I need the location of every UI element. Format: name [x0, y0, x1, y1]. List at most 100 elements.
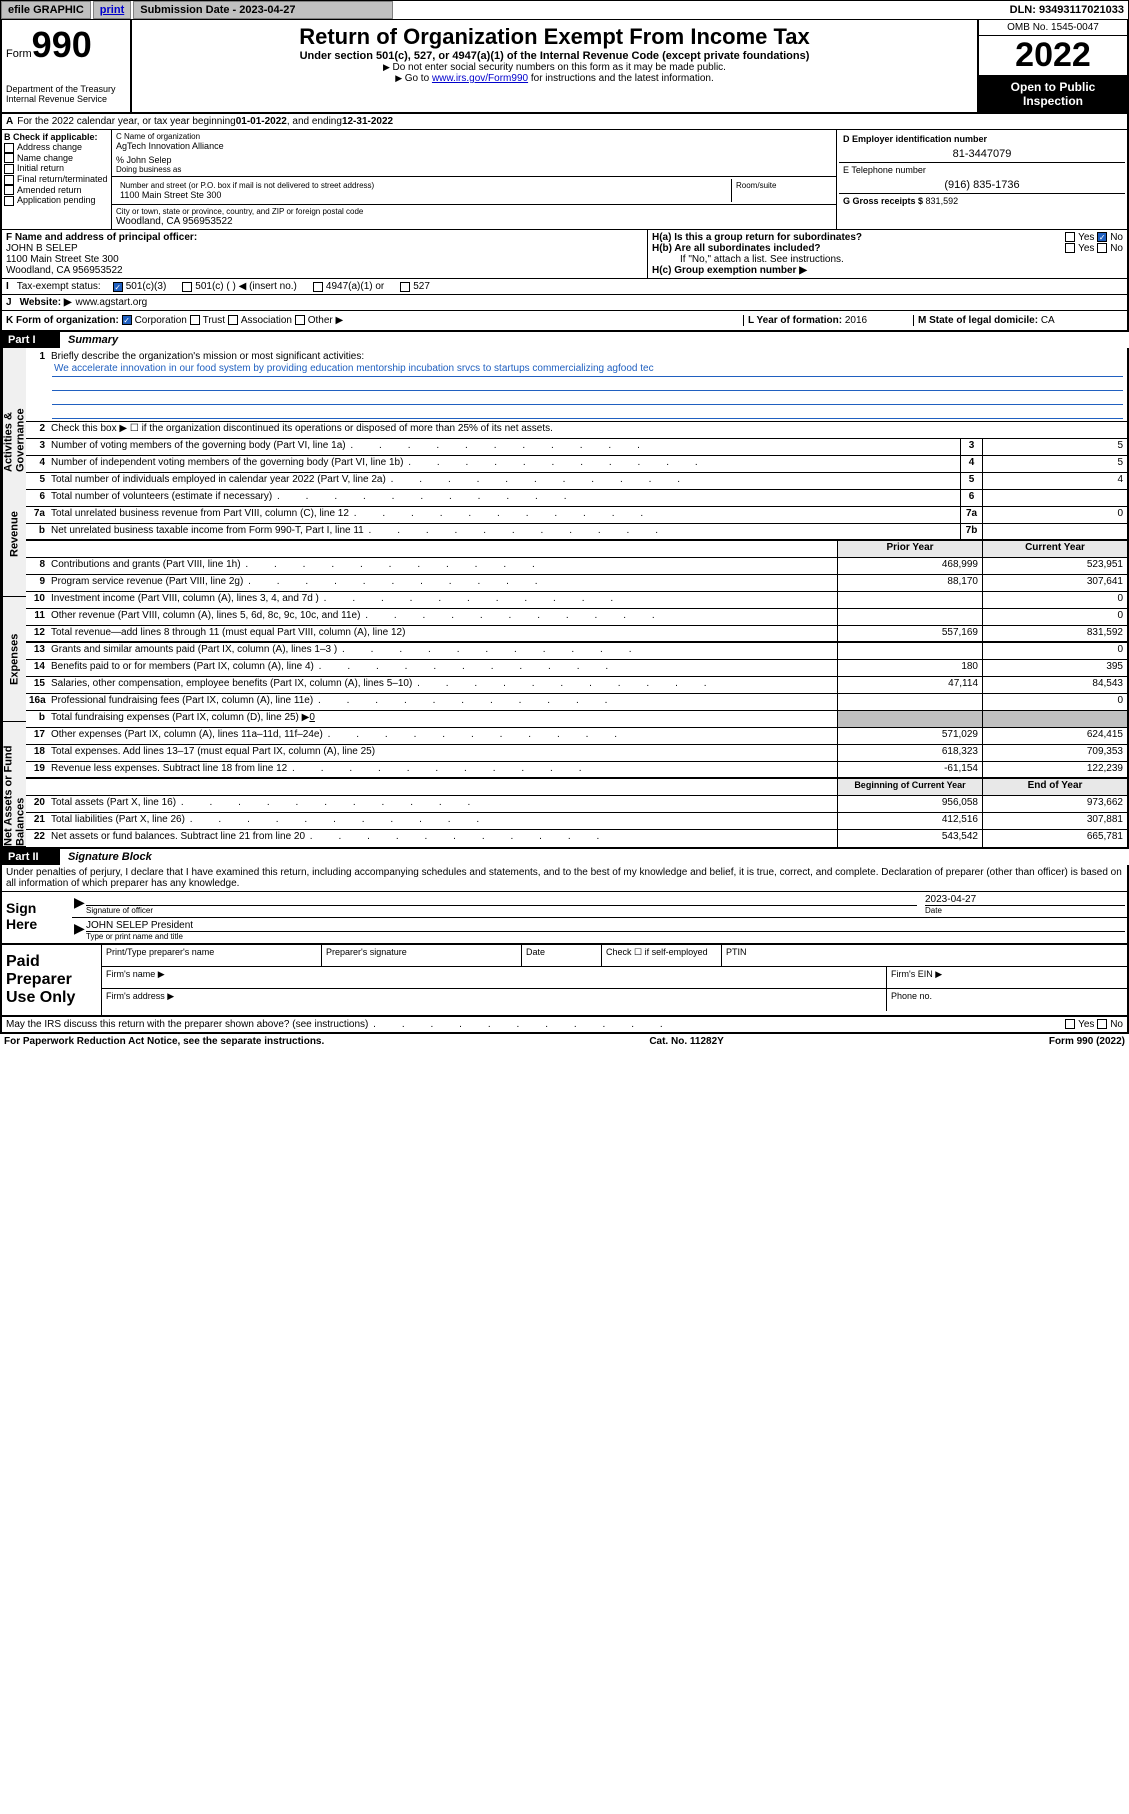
line10-prior — [837, 592, 982, 608]
form-number: 990 — [32, 24, 92, 65]
line11-curr: 0 — [982, 609, 1127, 625]
sig-arrow-icon: ▶ — [74, 920, 86, 941]
submission-date-label: Submission Date - 2023-04-27 — [133, 1, 393, 19]
officer-name: JOHN B SELEP — [6, 243, 78, 254]
line16a-curr: 0 — [982, 694, 1127, 710]
line17-curr: 624,415 — [982, 728, 1127, 744]
line8-prior: 468,999 — [837, 558, 982, 574]
line15-curr: 84,543 — [982, 677, 1127, 693]
website-value: www.agstart.org — [76, 297, 148, 308]
row-a-tax-year: A For the 2022 calendar year, or tax yea… — [0, 114, 1129, 130]
cb-trust[interactable] — [190, 315, 200, 325]
sig-name: JOHN SELEP President — [86, 920, 1125, 932]
line9-prior: 88,170 — [837, 575, 982, 591]
cb-ha-yes[interactable] — [1065, 232, 1075, 242]
sig-disclaimer: Under penalties of perjury, I declare th… — [2, 865, 1127, 892]
line13-prior — [837, 643, 982, 659]
line13-curr: 0 — [982, 643, 1127, 659]
form-word: Form — [6, 48, 32, 60]
line11-prior — [837, 609, 982, 625]
line12-curr: 831,592 — [982, 626, 1127, 641]
efile-graphic-label: efile GRAPHIC — [1, 1, 91, 19]
cb-association[interactable] — [228, 315, 238, 325]
officer-addr1: 1100 Main Street Ste 300 — [6, 254, 119, 265]
irs-link[interactable]: www.irs.gov/Form990 — [432, 73, 528, 84]
line14-curr: 395 — [982, 660, 1127, 676]
line21-curr: 307,881 — [982, 813, 1127, 829]
cb-final-return[interactable] — [4, 175, 14, 185]
cb-4947[interactable] — [313, 282, 323, 292]
line12-prior: 557,169 — [837, 626, 982, 641]
cb-application-pending[interactable] — [4, 196, 14, 206]
section-i-tax-status: I Tax-exempt status: 501(c)(3) 501(c) ( … — [0, 279, 1129, 295]
footer-pra: For Paperwork Reduction Act Notice, see … — [0, 1034, 1129, 1049]
cb-corporation[interactable] — [122, 315, 132, 325]
line10-curr: 0 — [982, 592, 1127, 608]
line17-prior: 571,029 — [837, 728, 982, 744]
sig-arrow-icon: ▶ — [74, 894, 86, 915]
line19-prior: -61,154 — [837, 762, 982, 777]
cb-hb-no[interactable] — [1097, 243, 1107, 253]
form-title: Return of Organization Exempt From Incom… — [136, 24, 973, 50]
form-subtitle: Under section 501(c), 527, or 4947(a)(1)… — [136, 50, 973, 62]
paid-prep-label: Paid Preparer Use Only — [2, 945, 102, 1015]
gross-receipts: 831,592 — [926, 196, 959, 206]
section-klm: K Form of organization: Corporation Trus… — [0, 311, 1129, 332]
org-name: AgTech Innovation Alliance — [116, 141, 832, 151]
line18-prior: 618,323 — [837, 745, 982, 761]
summary-table: Activities & Governance Revenue Expenses… — [0, 348, 1129, 849]
line21-prior: 412,516 — [837, 813, 982, 829]
sig-date: 2023-04-27 — [925, 894, 1125, 906]
line20-curr: 973,662 — [982, 796, 1127, 812]
form-header: Form990 Department of the Treasury Inter… — [0, 20, 1129, 114]
part2-header: Part II Signature Block — [0, 849, 1129, 865]
cb-other[interactable] — [295, 315, 305, 325]
cb-501c[interactable] — [182, 282, 192, 292]
paid-preparer-section: Paid Preparer Use Only Print/Type prepar… — [0, 945, 1129, 1017]
cb-501c3[interactable] — [113, 282, 123, 292]
line22-curr: 665,781 — [982, 830, 1127, 847]
col-d-ein: D Employer identification number 81-3447… — [837, 130, 1127, 229]
mission-text: We accelerate innovation in our food sys… — [52, 363, 1123, 377]
tab-revenue: Revenue — [2, 472, 26, 597]
tab-expenses: Expenses — [2, 597, 26, 722]
care-of: % John Selep — [116, 155, 832, 165]
instr-goto: Go to www.irs.gov/Form990 for instructio… — [136, 73, 973, 84]
line22-prior: 543,542 — [837, 830, 982, 847]
dln-label: DLN: 93493117021033 — [1010, 4, 1128, 16]
tax-year: 2022 — [979, 36, 1127, 76]
cb-527[interactable] — [400, 282, 410, 292]
col-c-org-info: C Name of organization AgTech Innovation… — [112, 130, 837, 229]
cb-hb-yes[interactable] — [1065, 243, 1075, 253]
section-f-h: F Name and address of principal officer:… — [0, 230, 1129, 279]
open-to-public: Open to PublicInspection — [979, 76, 1127, 112]
cb-ha-no[interactable] — [1097, 232, 1107, 242]
line14-prior: 180 — [837, 660, 982, 676]
line7b-val — [982, 524, 1127, 539]
instr-no-ssn: Do not enter social security numbers on … — [136, 62, 973, 73]
street-address: 1100 Main Street Ste 300 — [120, 190, 727, 200]
sign-here-label: Sign Here — [2, 892, 72, 943]
line7a-val: 0 — [982, 507, 1127, 523]
line4-val: 5 — [982, 456, 1127, 472]
line16a-prior — [837, 694, 982, 710]
cb-name-change[interactable] — [4, 153, 14, 163]
print-button[interactable]: print — [93, 1, 131, 19]
col-b-checkboxes: B Check if applicable: Address change Na… — [2, 130, 112, 229]
cb-discuss-yes[interactable] — [1065, 1019, 1075, 1029]
line5-val: 4 — [982, 473, 1127, 489]
cb-initial-return[interactable] — [4, 164, 14, 174]
cb-address-change[interactable] — [4, 143, 14, 153]
dept-label: Department of the Treasury — [6, 84, 126, 94]
tab-net-assets: Net Assets or Fund Balances — [2, 722, 26, 847]
cb-discuss-no[interactable] — [1097, 1019, 1107, 1029]
city-state-zip: Woodland, CA 956953522 — [116, 216, 832, 227]
part1-header: Part I Summary — [0, 332, 1129, 348]
state-domicile: CA — [1041, 315, 1055, 326]
line19-curr: 122,239 — [982, 762, 1127, 777]
line16b-val: 0 — [309, 712, 315, 723]
phone-value: (916) 835-1736 — [843, 179, 1121, 191]
line20-prior: 956,058 — [837, 796, 982, 812]
cb-amended-return[interactable] — [4, 185, 14, 195]
section-j-website: J Website: ▶ www.agstart.org — [0, 295, 1129, 311]
